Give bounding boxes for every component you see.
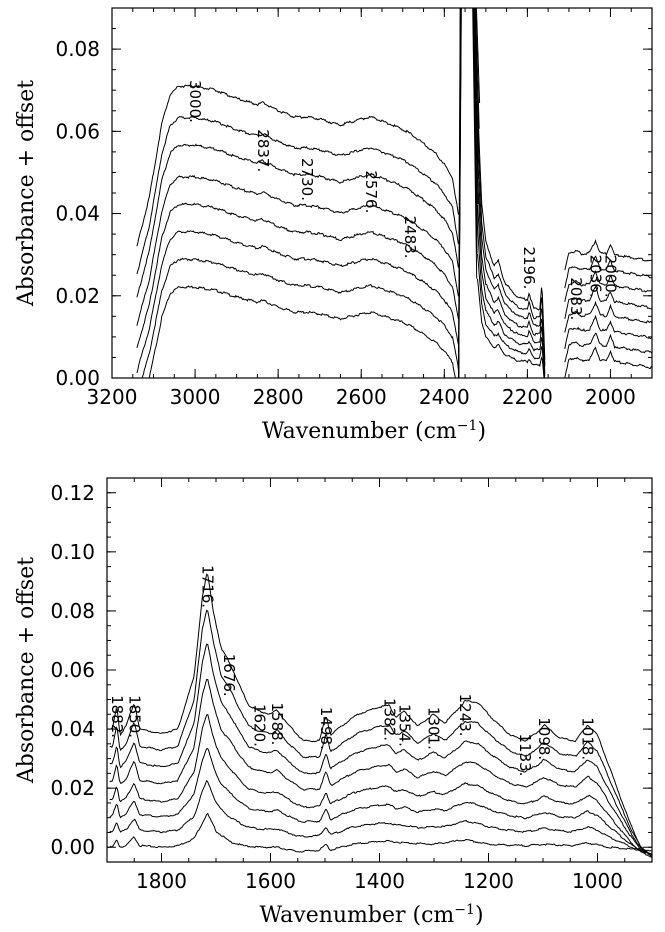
bottom-peak-label-1850: 1850. (125, 695, 143, 738)
top-spectrum-6 (136, 8, 652, 378)
top-ytick-label: 0.02 (55, 284, 100, 308)
top-spectra (136, 8, 652, 378)
top-xtick-label: 2800 (253, 385, 304, 409)
top-spectrum-4 (136, 8, 652, 378)
bottom-xtick-label: 1800 (136, 869, 187, 893)
bottom-peak-label-1588: 1588. (268, 702, 286, 745)
bottom-spectrum-3 (109, 748, 652, 855)
top-ytick-label: 0.00 (55, 366, 100, 390)
bottom-peak-label-1620: 1620. (251, 704, 269, 747)
top-spectrum-3 (136, 8, 652, 378)
top-peak-label-2483: 2483. (401, 216, 419, 259)
bottom-ytick-label: 0.08 (50, 599, 95, 623)
top-xtick-label: 3200 (87, 385, 138, 409)
top-plot-frame (111, 7, 653, 379)
bottom-xtick-label: 1400 (354, 869, 405, 893)
top-xtick-label: 3000 (170, 385, 221, 409)
bottom-ytick-label: 0.10 (50, 540, 95, 564)
bottom-spectrum-6 (109, 643, 652, 857)
top-spectrum-7 (136, 8, 652, 378)
top-peak-label-2837: 2837. (254, 129, 272, 172)
bottom-ytick-label: 0.02 (50, 776, 95, 800)
top-xtick-label: 2200 (502, 385, 553, 409)
bottom-peak-label-1498: 1498. (317, 707, 335, 750)
top-peak-label-2576: 2576. (362, 170, 380, 213)
top-xtick-label: 2000 (585, 385, 636, 409)
top-x-axis-title: Wavenumber (cm−1) (262, 418, 486, 444)
bottom-peak-label-1382: 1382. (380, 698, 398, 741)
top-panel: 3200 3000 2800 2600 2400 2200 2000 0.00 0.02 0.04… (14, 7, 653, 444)
top-peak-label-2730: 2730. (298, 158, 316, 201)
bottom-y-axis-title: Absorbance + offset (14, 557, 39, 784)
bottom-spectrum-7 (109, 609, 652, 856)
top-xtick-label: 2600 (336, 385, 387, 409)
bottom-peak-label-1716: 1716. (198, 565, 216, 608)
bottom-ytick-label: 0.00 (50, 835, 95, 859)
top-y-axis-title: Absorbance + offset (14, 80, 39, 307)
top-spectrum-8 (136, 8, 652, 378)
bottom-peak-label-1133: 1133. (516, 734, 534, 777)
bottom-xtick-label: 1000 (572, 869, 623, 893)
bottom-ytick-label: 0.06 (50, 658, 95, 682)
top-ytick-label: 0.06 (55, 119, 100, 143)
bottom-peak-label-1018: 1018. (579, 717, 597, 760)
bottom-peak-label-1354: 1354. (396, 704, 414, 747)
bottom-xtick-label: 1600 (245, 869, 296, 893)
top-peak-label-2083: 2083. (567, 277, 585, 320)
top-spectrum-5 (136, 8, 652, 378)
bottom-peak-label-1301: 1301. (424, 707, 442, 750)
top-ytick-label: 0.08 (55, 37, 100, 61)
bottom-spectrum-2 (109, 779, 652, 855)
bottom-peak-label-1243: 1243. (456, 694, 474, 737)
bottom-peak-label-1882: 1882. (108, 695, 126, 738)
bottom-x-axis-title: Wavenumber (cm−1) (259, 902, 483, 928)
bottom-spectra (109, 573, 652, 858)
bottom-xtick-label: 1200 (463, 869, 514, 893)
top-spectrum-2 (141, 8, 652, 378)
bottom-spectrum-1 (109, 812, 652, 853)
bottom-peak-label-1676: 1676. (220, 654, 238, 697)
top-peak-label-2000: 2000. (601, 255, 619, 298)
top-spectrum-1 (148, 8, 652, 378)
bottom-ytick-label: 0.12 (50, 481, 95, 505)
top-peak-label-2196: 2196. (520, 246, 538, 289)
bottom-panel: 1800 1600 1400 1200 1000 0.00 0.02 0.04 0.06 0.08… (14, 477, 653, 928)
top-peak-label-2036: 2036. (587, 255, 605, 298)
top-ytick-label: 0.04 (55, 202, 100, 226)
bottom-ytick-label: 0.04 (50, 717, 95, 741)
bottom-peak-label-1098: 1098. (535, 717, 553, 760)
bottom-spectrum-8 (109, 573, 652, 857)
bottom-spectrum-4 (109, 713, 652, 858)
bottom-spectrum-5 (109, 679, 652, 856)
top-xtick-label: 2400 (419, 385, 470, 409)
top-peak-label-3000: 3000. (186, 80, 204, 123)
